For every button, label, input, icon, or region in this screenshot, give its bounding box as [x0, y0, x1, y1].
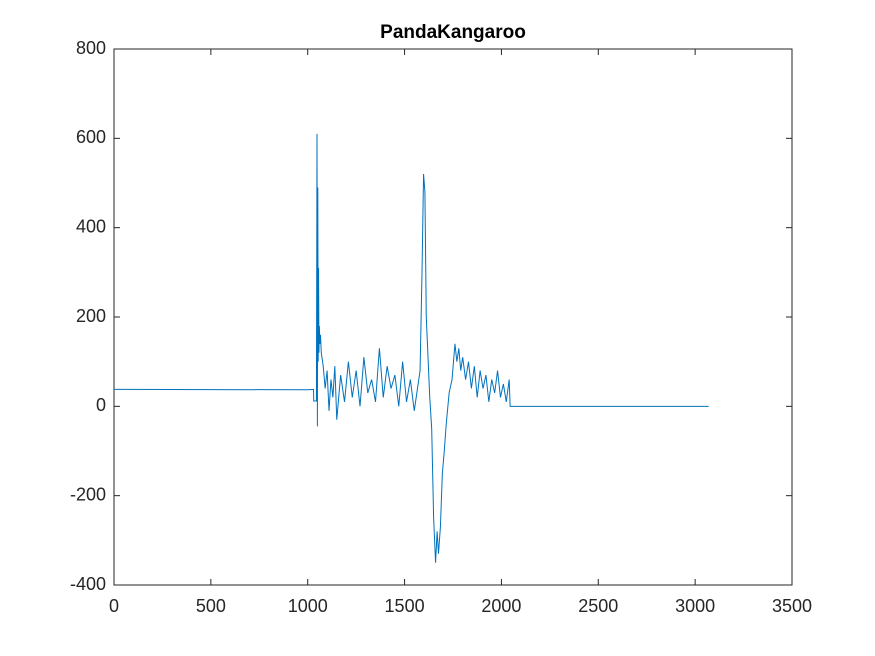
x-tick-label: 500 [196, 596, 226, 616]
y-tick-label: 800 [76, 38, 106, 58]
x-tick-label: 2000 [481, 596, 521, 616]
y-tick-label: 0 [96, 395, 106, 415]
line-series [113, 133, 709, 563]
x-tick-label: 3500 [772, 596, 812, 616]
y-tick-label: 200 [76, 306, 106, 326]
plot-area [113, 48, 793, 586]
y-tick-label: -400 [70, 574, 106, 594]
x-tick-label: 2500 [578, 596, 618, 616]
y-tick-label: 400 [76, 216, 106, 236]
y-tick-label: 600 [76, 127, 106, 147]
x-tick-label: 1500 [385, 596, 425, 616]
x-tick-label: 0 [109, 596, 119, 616]
chart-title: PandaKangaroo [380, 22, 526, 43]
x-tick-label: 1000 [288, 596, 328, 616]
y-tick-label: -200 [70, 484, 106, 504]
x-tick-label: 3000 [675, 596, 715, 616]
